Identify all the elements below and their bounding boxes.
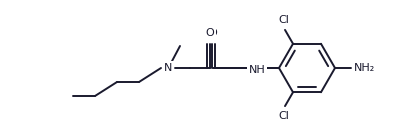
Text: Cl: Cl [278,111,289,121]
Text: O: O [205,28,214,38]
Text: NH₂: NH₂ [353,63,374,73]
Text: N: N [163,63,172,73]
Text: Cl: Cl [278,15,289,25]
Text: O: O [208,28,217,38]
Text: NH: NH [248,65,265,75]
